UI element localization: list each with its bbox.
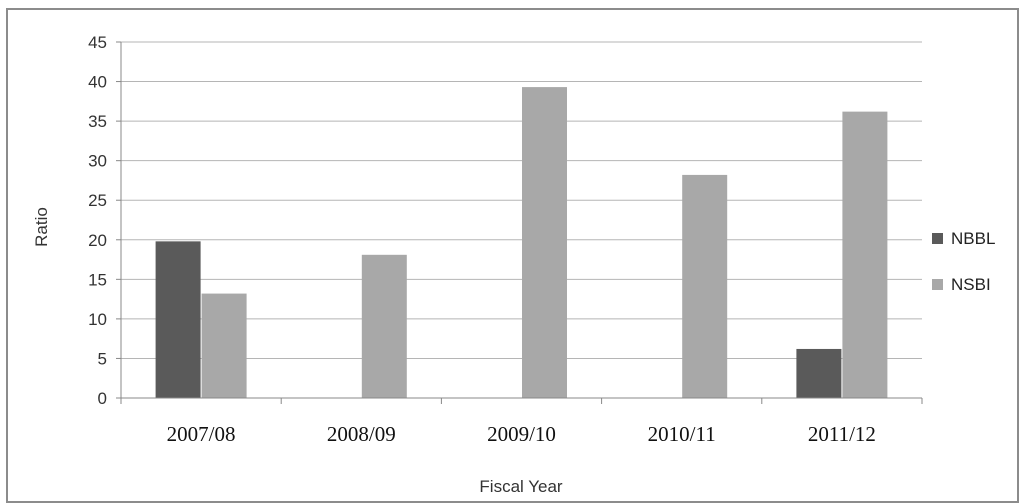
y-tick-label: 35 [88,112,107,131]
x-tick-labels: 2007/08 2008/09 2009/10 2010/11 2011/12 [167,422,876,446]
x-tick-label: 2010/11 [648,422,716,446]
y-tick-label: 20 [88,231,107,250]
y-tick-labels: 0 5 10 15 20 25 30 35 40 45 [88,33,107,408]
y-tick-label: 25 [88,191,107,210]
x-tick-label: 2011/12 [808,422,876,446]
legend: NBBL NSBI [932,229,995,294]
y-tick-label: 30 [88,152,107,171]
bar-nbbl-4 [796,348,842,398]
bar-nsbi-3 [682,174,728,398]
axes [120,42,923,404]
y-tick-label: 45 [88,33,107,52]
legend-label-nbbl: NBBL [951,229,995,248]
x-tick-label: 2009/10 [487,422,556,446]
legend-swatch-nsbi [932,279,943,290]
x-axis-title: Fiscal Year [479,477,562,496]
bar-nsbi-1 [361,254,407,398]
x-tick-label: 2008/09 [327,422,396,446]
legend-label-nsbi: NSBI [951,275,991,294]
bar-nsbi-2 [522,87,567,399]
y-tick-label: 0 [98,389,107,408]
legend-swatch-nbbl [932,233,943,244]
y-tick-label: 40 [88,73,107,92]
y-axis-title: Ratio [32,207,51,247]
bars [155,87,888,399]
bar-nsbi-0 [201,293,247,398]
y-tick-label: 10 [88,310,107,329]
bar-nbbl-0 [155,241,201,398]
bar-nsbi-4 [842,111,888,399]
y-tick-label: 15 [88,270,107,289]
gridlines [116,41,922,399]
y-tick-label: 5 [98,349,107,368]
x-tick-label: 2007/08 [167,422,236,446]
